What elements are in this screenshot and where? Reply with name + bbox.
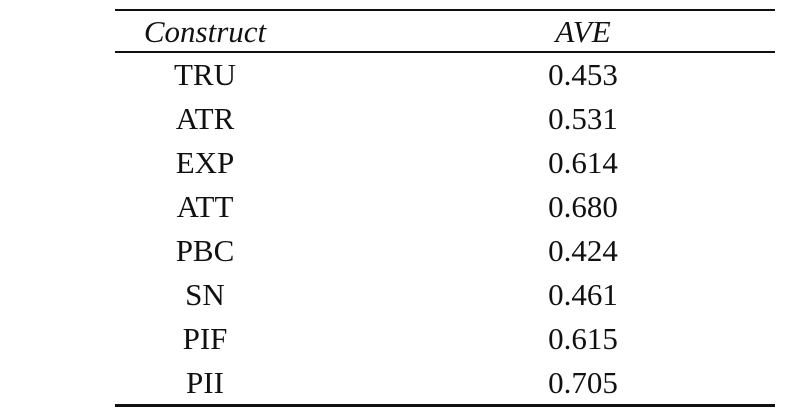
table-cell: 0.424 bbox=[548, 233, 618, 268]
table-cell: 0.614 bbox=[548, 145, 618, 180]
table-cell: 0.531 bbox=[548, 101, 618, 136]
table-cell: PII bbox=[186, 365, 224, 400]
table-cell: PBC bbox=[175, 233, 235, 268]
table-cell: PIF bbox=[182, 321, 228, 356]
table-cell: TRU bbox=[174, 57, 236, 92]
table-cell: 0.461 bbox=[548, 277, 618, 312]
bottom-rule bbox=[115, 404, 775, 407]
table-cell: SN bbox=[185, 277, 225, 312]
table-cell: 0.705 bbox=[548, 365, 618, 400]
table-cell: 0.680 bbox=[548, 189, 618, 224]
table-cell: ATR bbox=[175, 101, 235, 136]
table-cell: 0.453 bbox=[548, 57, 618, 92]
header-cell: Construct bbox=[143, 14, 267, 49]
header-rule bbox=[115, 51, 775, 53]
header-cell: AVE bbox=[555, 14, 611, 49]
table-cell: 0.615 bbox=[548, 321, 618, 356]
top-rule bbox=[115, 9, 775, 11]
table-cell: EXP bbox=[175, 145, 235, 180]
table-cell: ATT bbox=[176, 189, 234, 224]
